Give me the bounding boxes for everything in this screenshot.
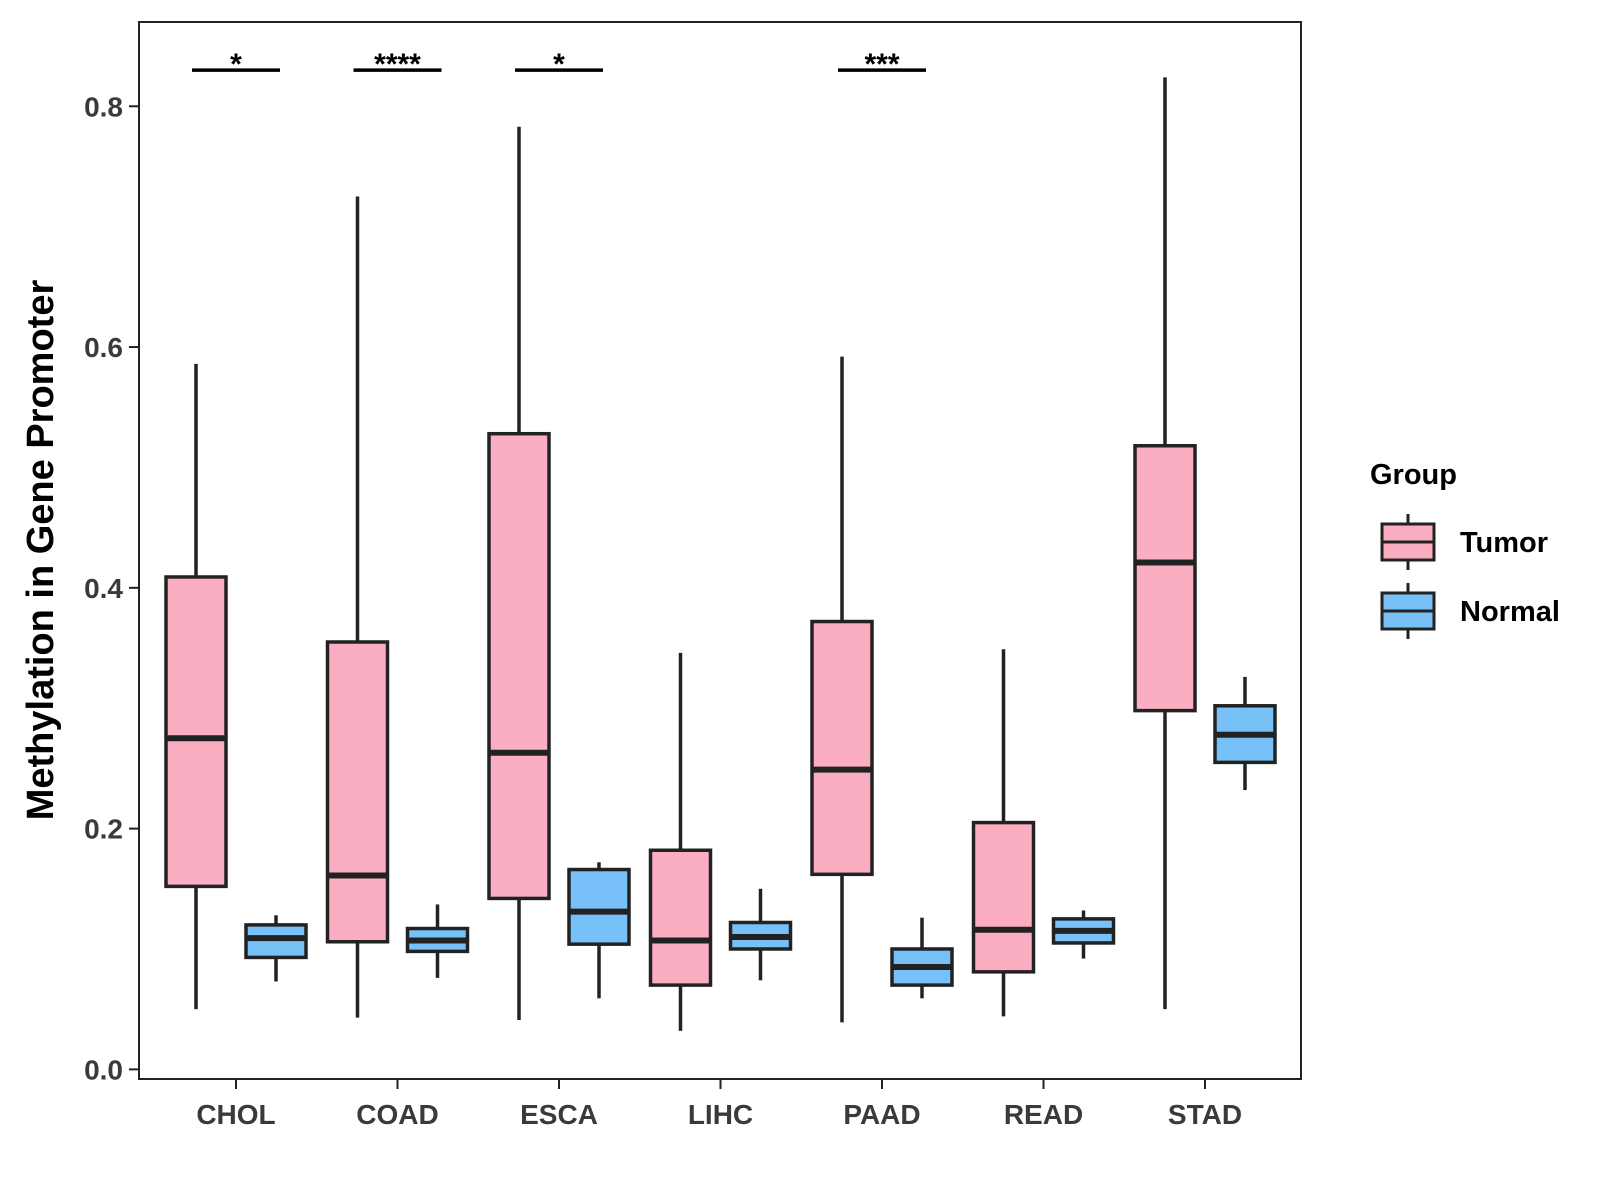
x-tick-label-stad: STAD [1168, 1099, 1242, 1130]
y-tick-label: 0.6 [84, 332, 123, 363]
box-iqr [164, 575, 228, 889]
box-normal-esca [567, 862, 631, 999]
box-iqr [810, 619, 874, 877]
legend-item-normal: Normal [1380, 583, 1560, 639]
box-iqr [1133, 444, 1197, 713]
boxes-layer [164, 77, 1277, 1031]
significance-paad: *** [838, 48, 926, 81]
box-tumor-chol [164, 363, 228, 1010]
box-iqr [244, 923, 308, 960]
y-tick-label: 0.2 [84, 814, 123, 845]
x-tick-label-esca: ESCA [520, 1099, 598, 1130]
box-tumor-lihc [648, 652, 713, 1031]
significance-label: * [553, 48, 565, 81]
significance-layer: * **** * *** [192, 48, 926, 81]
box-tumor-paad [810, 356, 874, 1023]
legend-label: Tumor [1460, 527, 1548, 559]
box-normal-read [1051, 910, 1116, 959]
box-tumor-coad [325, 196, 390, 1018]
significance-label: **** [374, 48, 421, 81]
y-tick-label: 0.8 [84, 91, 123, 122]
y-tick-label: 0.0 [84, 1054, 123, 1085]
legend-title: Group [1370, 459, 1457, 491]
legend-label: Normal [1460, 596, 1560, 628]
x-tick-label-paad: PAAD [843, 1099, 920, 1130]
box-iqr [971, 820, 1036, 974]
y-tick-label: 0.4 [84, 573, 123, 604]
box-normal-chol [244, 915, 308, 982]
box-iqr [648, 848, 713, 987]
x-tick-label-read: READ [1004, 1099, 1083, 1130]
box-iqr [487, 431, 551, 901]
box-iqr [325, 640, 390, 944]
box-tumor-stad [1133, 77, 1197, 1010]
box-tumor-esca [487, 126, 551, 1021]
significance-coad: **** [353, 48, 442, 81]
x-tick-label-lihc: LIHC [688, 1099, 753, 1130]
x-axis: CHOL COAD ESCA LIHC PAAD READ STAD [196, 1079, 1242, 1130]
box-normal-coad [405, 904, 470, 978]
x-tick-label-chol: CHOL [196, 1099, 275, 1130]
box-normal-stad [1213, 676, 1277, 791]
significance-label: * [230, 48, 242, 81]
plot-panel [138, 21, 1302, 1080]
box-tumor-read [971, 649, 1036, 1017]
box-iqr [567, 867, 631, 946]
y-axis: 0.0 0.2 0.4 0.6 0.8 [84, 91, 139, 1085]
y-axis-label: Methylation in Gene Promoter [20, 280, 62, 821]
significance-label: *** [864, 48, 899, 81]
significance-esca: * [515, 48, 603, 81]
box-normal-paad [890, 917, 954, 999]
box-normal-lihc [728, 888, 793, 981]
x-tick-label-coad: COAD [356, 1099, 438, 1130]
significance-chol: * [192, 48, 280, 81]
legend-item-tumor: Tumor [1380, 514, 1548, 570]
legend: Group Tumor Normal [1370, 459, 1560, 639]
